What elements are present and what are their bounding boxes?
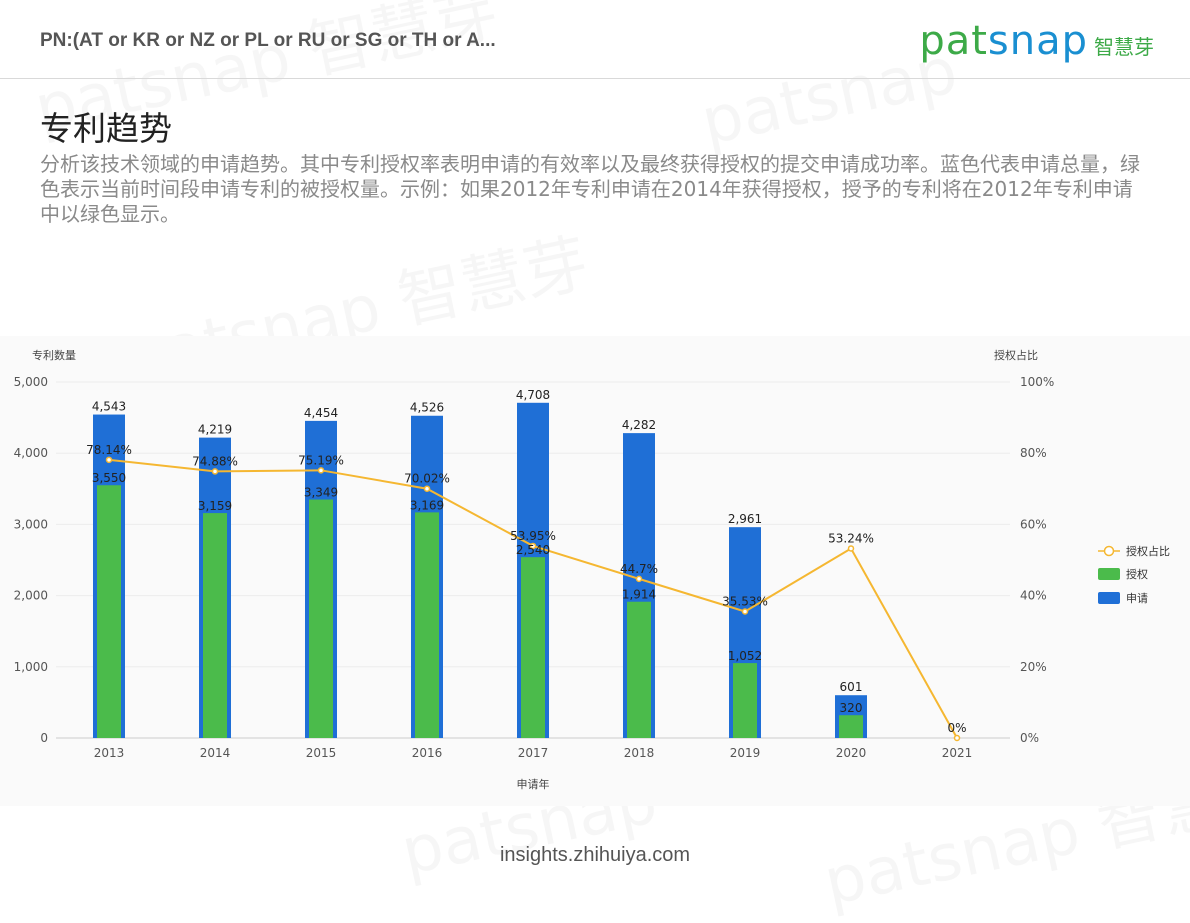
y-tick-label: 1,000: [14, 660, 48, 674]
y-tick-label: 4,000: [14, 446, 48, 460]
grant-bar: [415, 512, 439, 738]
x-tick-label: 2018: [624, 746, 655, 760]
grant-value-label: 1,914: [622, 588, 656, 602]
grant-bar: [733, 663, 757, 738]
y-right-tick-label: 40%: [1020, 589, 1047, 603]
x-tick-label: 2019: [730, 746, 761, 760]
application-value-label: 4,454: [304, 406, 338, 420]
grant-value-label: 2,540: [516, 543, 550, 557]
grant-bar: [97, 485, 121, 738]
application-value-label: 601: [840, 680, 863, 694]
brand-wordmark-pat: pat: [919, 18, 988, 64]
x-tick-label: 2015: [306, 746, 337, 760]
grant-bar: [627, 601, 651, 738]
x-tick-label: 2021: [942, 746, 973, 760]
brand-wordmark: patsnap: [919, 18, 1088, 64]
legend-label: 授权: [1126, 567, 1148, 581]
application-value-label: 2,961: [728, 512, 762, 526]
page-title: 专利趋势: [40, 109, 172, 148]
grant-ratio-label: 44.7%: [620, 562, 658, 576]
y-tick-label: 2,000: [14, 589, 48, 603]
grant-ratio-label: 0%: [947, 721, 966, 735]
grant-ratio-point: [211, 468, 219, 475]
legend-ratio-marker: [1103, 545, 1115, 557]
grant-ratio-label: 35.53%: [722, 595, 768, 609]
legend-grant-swatch: [1098, 568, 1120, 580]
footer-url[interactable]: insights.zhihuiya.com: [499, 844, 691, 866]
application-value-label: 4,219: [198, 423, 232, 437]
y-tick-label: 0: [40, 731, 48, 745]
application-value-label: 4,708: [516, 388, 550, 402]
query-text: PN:(AT or KR or NZ or PL or RU or SG or …: [40, 30, 496, 51]
y-tick-label: 5,000: [14, 375, 48, 389]
application-value-label: 4,526: [410, 401, 444, 415]
grant-bar: [839, 715, 863, 738]
grant-ratio-point: [635, 575, 643, 583]
grant-ratio-point: [953, 734, 961, 742]
application-value-label: 4,543: [92, 400, 126, 414]
grant-bar: [521, 557, 545, 738]
grant-ratio-point: [847, 545, 855, 552]
grant-ratio-point: [317, 467, 325, 474]
grant-ratio-label: 70.02%: [404, 472, 450, 486]
header-bar: PN:(AT or KR or NZ or PL or RU or SG or …: [0, 0, 1190, 79]
y-tick-label: 3,000: [14, 517, 48, 531]
y-right-tick-label: 20%: [1020, 660, 1047, 674]
x-tick-label: 2017: [518, 746, 549, 760]
y-right-tick-label: 60%: [1020, 517, 1047, 531]
x-tick-label: 2014: [200, 746, 231, 760]
grant-bar: [309, 499, 333, 738]
grant-value-label: 3,550: [92, 471, 126, 485]
y-right-axis-title: 授权占比: [994, 348, 1038, 362]
grant-value-label: 3,169: [410, 498, 444, 512]
y-right-tick-label: 100%: [1020, 375, 1054, 389]
brand-cn-name: 智慧芽: [1094, 35, 1154, 59]
grant-ratio-point: [741, 608, 749, 615]
y-axis-title: 专利数量: [32, 348, 76, 362]
chart-panel: 0 1,000 2,000 3,000 4,000 5,000 0% 20% 40% 60% 80%…: [0, 336, 1190, 806]
grant-ratio-point: [105, 456, 113, 464]
grant-value-label: 320: [840, 701, 863, 715]
legend-label: 申请: [1126, 592, 1148, 605]
grant-value-label: 3,349: [304, 486, 338, 500]
x-axis-title: 申请年: [517, 777, 550, 791]
grant-ratio-label: 75.19%: [298, 453, 344, 467]
y-right-tick-label: 80%: [1020, 446, 1047, 460]
page-description: 分析该技术领域的申请趋势。其中专利授权率表明申请的有效率以及最终获得授权的提交申…: [40, 152, 1140, 226]
grant-ratio-point: [529, 542, 537, 550]
x-tick-label: 2013: [94, 746, 125, 760]
legend-label: 授权占比: [1126, 544, 1170, 558]
grant-ratio-point: [423, 485, 431, 492]
patent-trend-chart: 0 1,000 2,000 3,000 4,000 5,000 0% 20% 40% 60% 80%…: [14, 348, 1170, 791]
grant-value-label: 1,052: [728, 649, 762, 663]
grant-ratio-label: 74.88%: [192, 454, 238, 468]
brand-logo: patsnap 智慧芽: [919, 18, 1154, 64]
grant-ratio-label: 53.24%: [828, 531, 874, 545]
grant-bar: [203, 513, 227, 738]
y-right-tick-label: 0%: [1020, 731, 1039, 745]
brand-wordmark-snap: snap: [987, 18, 1088, 64]
grant-ratio-label: 78.14%: [86, 443, 132, 457]
x-tick-label: 2016: [412, 746, 443, 760]
grant-value-label: 3,159: [198, 499, 232, 513]
application-value-label: 4,282: [622, 418, 656, 432]
x-tick-label: 2020: [836, 746, 867, 760]
legend-application-swatch: [1098, 592, 1120, 604]
grant-ratio-label: 53.95%: [510, 529, 556, 543]
